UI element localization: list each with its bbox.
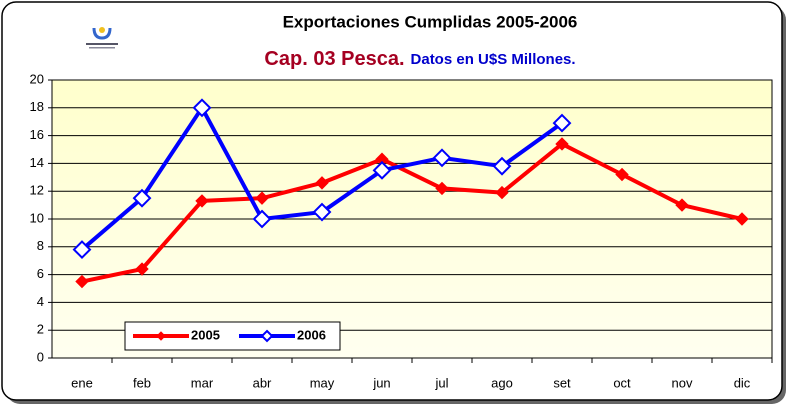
x-tick-label: may	[310, 375, 335, 390]
y-tick-label: 0	[37, 349, 44, 364]
point	[72, 240, 92, 259]
y-tick-label: 20	[30, 71, 44, 86]
point	[675, 198, 689, 212]
x-tick-label: mar	[191, 375, 214, 390]
point	[735, 212, 749, 226]
legend-label: 2005	[191, 327, 220, 342]
x-tick-label: oct	[613, 375, 631, 390]
legend-marker	[260, 329, 274, 343]
y-tick-label: 18	[30, 99, 44, 114]
y-tick-label: 16	[30, 127, 44, 142]
point	[552, 113, 572, 133]
point	[75, 274, 89, 289]
point	[495, 185, 509, 200]
subtitle: Cap. 03 Pesca.	[264, 48, 404, 70]
legend-label: 2006	[297, 327, 326, 342]
point	[492, 156, 512, 176]
x-tick-label: set	[553, 375, 571, 390]
legend-marker	[156, 331, 166, 341]
y-tick-label: 14	[30, 155, 44, 170]
chart-subtitle: Cap. 03 Pesca. Datos en U$S Millones.	[264, 48, 575, 70]
x-tick-label: abr	[253, 375, 272, 390]
x-tick-label: feb	[133, 375, 151, 390]
y-tick-label: 8	[37, 238, 44, 253]
x-tick-label: ene	[71, 375, 93, 390]
y-tick-label: 12	[30, 183, 44, 198]
y-tick-label: 2	[37, 322, 44, 337]
y-tick-label: 4	[37, 294, 44, 309]
y-tick-label: 10	[30, 210, 44, 225]
point	[315, 176, 329, 190]
x-tick-label: nov	[672, 375, 693, 390]
point	[555, 137, 569, 151]
x-tick-label: jul	[434, 375, 448, 390]
point	[615, 167, 629, 182]
x-tick-label: jun	[372, 375, 390, 390]
point	[195, 194, 209, 208]
point	[372, 160, 392, 180]
point	[312, 202, 332, 222]
point	[435, 181, 449, 196]
point	[192, 98, 212, 118]
x-tick-label: ago	[491, 375, 513, 390]
x-tick-label: dic	[734, 375, 751, 390]
point	[432, 148, 452, 168]
subtitle-detail: Datos en U$S Millones.	[411, 51, 576, 68]
point	[252, 209, 272, 229]
chart-title: Exportaciones Cumplidas 2005-2006	[283, 12, 578, 31]
point	[135, 262, 149, 276]
logo	[86, 27, 118, 49]
y-tick-label: 6	[37, 266, 44, 281]
point	[255, 191, 269, 205]
series-line	[81, 141, 743, 284]
point	[132, 188, 152, 208]
